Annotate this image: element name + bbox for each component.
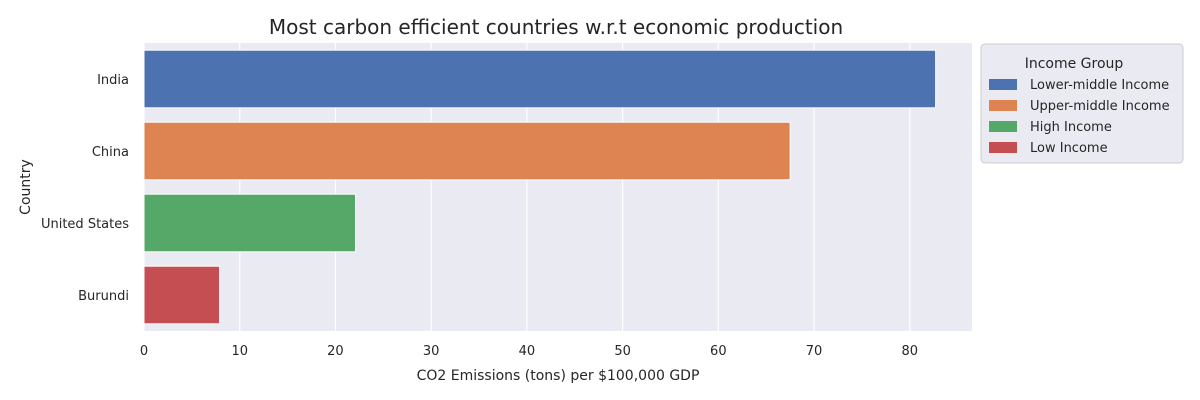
- legend-entry-label: Low Income: [1030, 141, 1108, 156]
- legend-entry-label: High Income: [1030, 120, 1112, 135]
- bar-burundi: [143, 265, 221, 325]
- x-tick-label: 10: [231, 344, 248, 359]
- bar-india: [143, 49, 937, 109]
- legend-swatch: [989, 142, 1017, 153]
- legend-swatch: [989, 79, 1017, 90]
- legend-entry-label: Upper-middle Income: [1030, 99, 1170, 114]
- x-axis-label: CO2 Emissions (tons) per $100,000 GDP: [417, 368, 700, 384]
- x-tick-label: 60: [710, 344, 727, 359]
- legend-swatch: [989, 121, 1017, 132]
- y-tick-label: Burundi: [78, 289, 129, 304]
- x-tick-label: 80: [902, 344, 919, 359]
- y-tick-label: United States: [41, 217, 129, 232]
- y-tick-label: China: [92, 145, 129, 160]
- x-tick-label: 30: [423, 344, 440, 359]
- legend-swatch: [989, 100, 1017, 111]
- bar-china: [143, 121, 791, 181]
- legend-title: Income Group: [1025, 56, 1124, 72]
- y-axis-ticks: India China United States Burundi: [41, 73, 129, 304]
- legend: Income Group Lower-middle Income Upper-mid…: [980, 43, 1184, 164]
- x-axis-ticks: 0 10 20 30 40 50 60 70 80: [140, 344, 918, 359]
- x-tick-label: 50: [614, 344, 631, 359]
- x-tick-label: 70: [806, 344, 823, 359]
- y-tick-label: India: [97, 73, 129, 88]
- x-tick-label: 40: [519, 344, 536, 359]
- legend-frame: [980, 43, 1184, 164]
- x-tick-label: 0: [140, 344, 148, 359]
- bars: [143, 49, 937, 325]
- y-axis-label: Country: [18, 159, 34, 215]
- chart-title: Most carbon efficient countries w.r.t ec…: [269, 15, 843, 39]
- legend-entry-label: Lower-middle Income: [1030, 78, 1169, 93]
- x-tick-label: 20: [327, 344, 344, 359]
- bar-united-states: [143, 193, 357, 253]
